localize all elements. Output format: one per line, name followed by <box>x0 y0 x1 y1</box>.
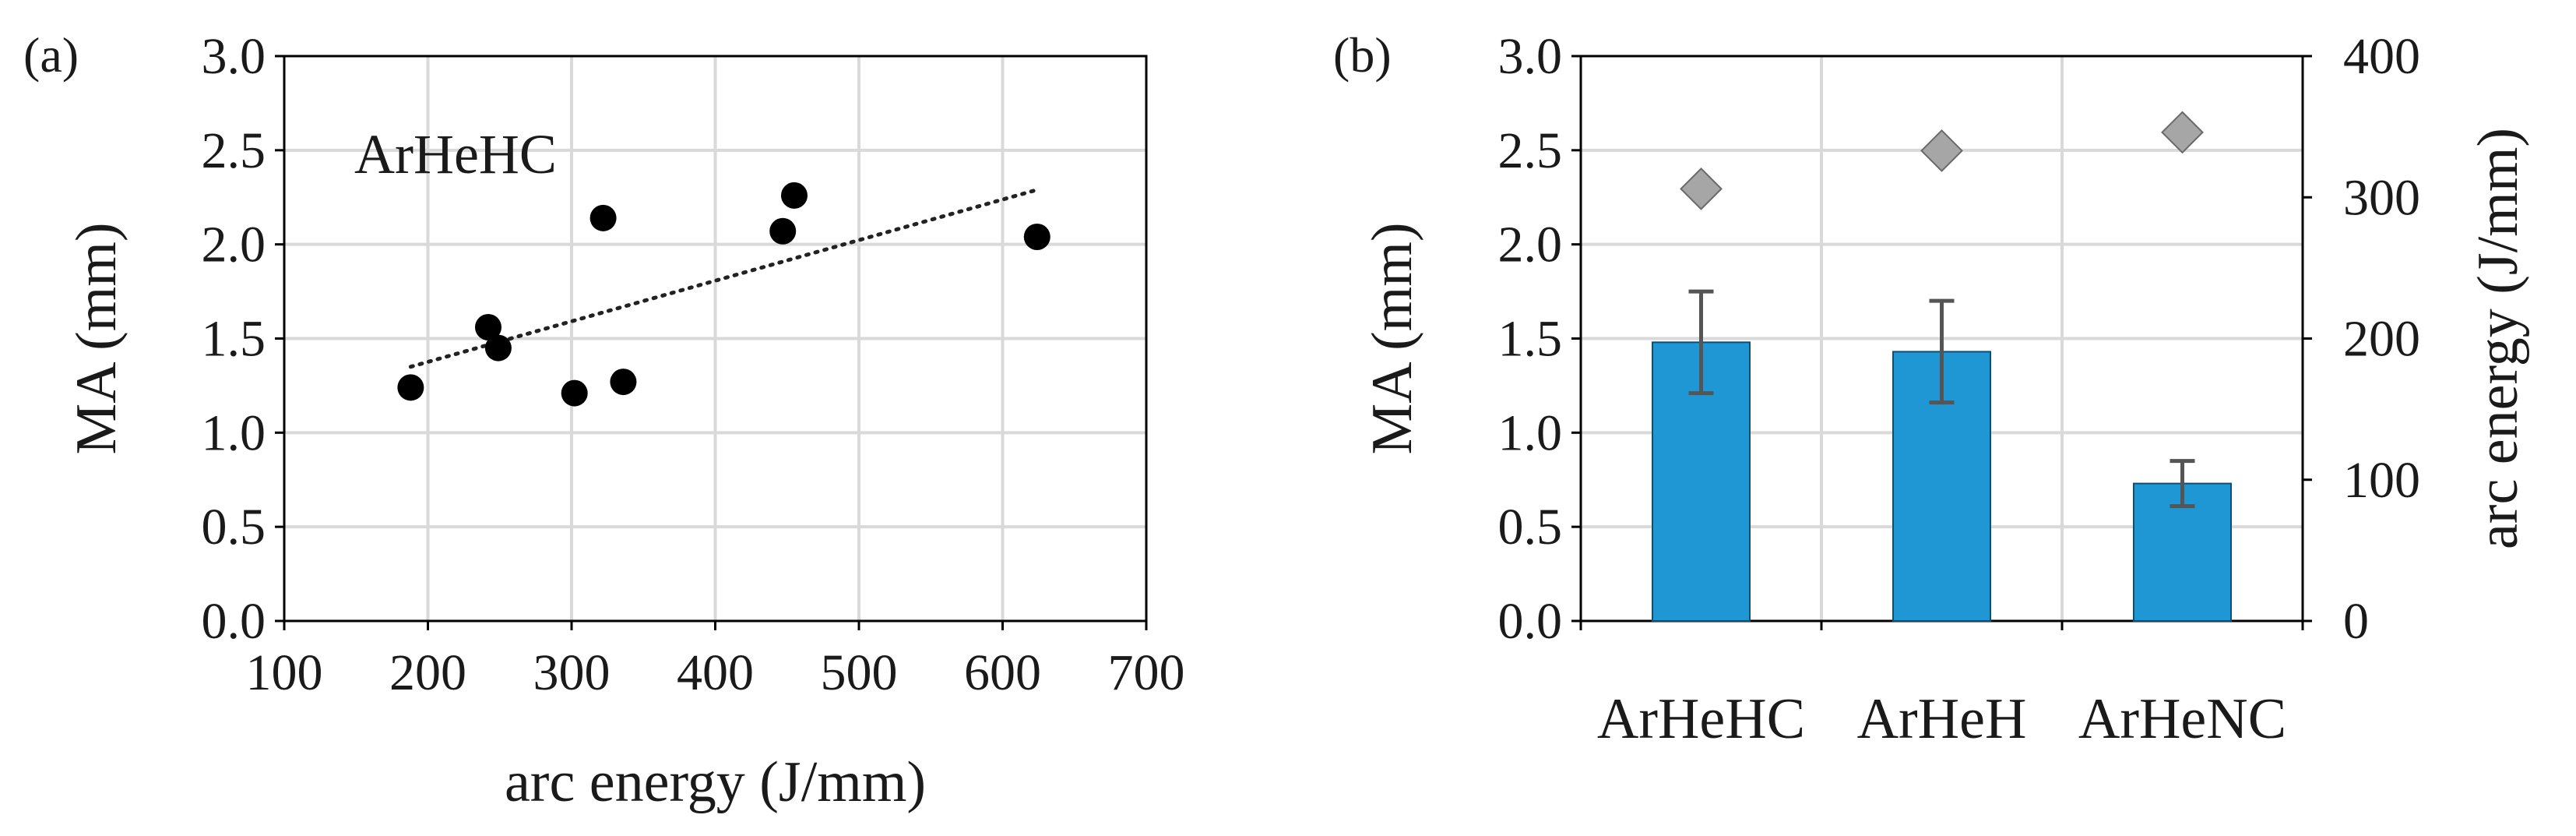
x-tick-label: 200 <box>389 644 466 701</box>
y-right-tick-label: 300 <box>2343 169 2420 226</box>
y-right-tick-label: 200 <box>2343 311 2420 368</box>
x-tick-label: 600 <box>964 644 1041 701</box>
arc-energy-marker <box>1920 129 1963 172</box>
panel-a-points <box>397 182 1050 407</box>
arc-energy-marker <box>2161 111 2204 154</box>
panel-a-y-axis-label: MA (mm) <box>65 222 128 454</box>
y-tick-label: 2.0 <box>202 217 266 273</box>
data-point <box>769 217 797 245</box>
x-tick-label: 300 <box>533 644 611 701</box>
panel-b-y-axis-label-right: arc energy (J/mm) <box>2466 128 2530 549</box>
data-point <box>561 379 588 407</box>
trendline <box>408 188 1040 369</box>
panel-b-y-axis-label-left: MA (mm) <box>1360 222 1424 454</box>
x-tick-label: 700 <box>1108 644 1185 701</box>
category-label: ArHeNC <box>2078 687 2286 751</box>
panel-a-x-axis-label: arc energy (J/mm) <box>505 750 926 814</box>
panel-b-error-bars <box>1688 289 2195 509</box>
y-tick-label: 0.5 <box>202 499 266 556</box>
panel-a-grid <box>284 56 1146 621</box>
panel-b-category-labels: ArHeHC ArHeH ArHeNC <box>1579 621 2304 751</box>
panel-a-y-ticks: 0.0 0.5 1.0 1.5 2.0 2.5 3.0 <box>202 28 284 650</box>
y-right-tick-label: 0 <box>2343 593 2369 650</box>
arc-energy-marker <box>1680 167 1723 210</box>
x-tick-label: 100 <box>246 644 323 701</box>
panel-b-label: (b) <box>1333 27 1392 83</box>
y-tick-label: 1.0 <box>202 404 266 461</box>
data-point <box>780 182 808 209</box>
y-tick-label: 3.0 <box>202 28 266 85</box>
panel-b-y-ticks-right: 0 100 200 300 400 <box>2303 28 2420 650</box>
data-point <box>1023 224 1050 250</box>
panel-a-x-ticks: 100 200 300 400 500 600 700 <box>246 621 1185 701</box>
y-tick-label: 0.0 <box>202 593 266 650</box>
panel-b-bar: (b) 0.00.51.01.52.02.53.0 0100200300400 … <box>1333 27 2530 751</box>
panel-b-arc-energy-markers <box>1680 111 2204 210</box>
data-point <box>484 334 512 362</box>
panel-b-y-ticks-left: 0.0 0.5 1.0 1.5 2.0 2.5 3.0 <box>1498 28 1581 650</box>
y-tick-label: 2.5 <box>202 122 266 179</box>
data-point <box>474 314 501 340</box>
y-tick-label: 2.5 <box>1498 122 1563 179</box>
category-label: ArHeHC <box>1597 687 1805 751</box>
panel-a-label: (a) <box>23 27 79 83</box>
y-tick-label: 1.5 <box>1498 311 1563 368</box>
y-tick-label: 0.0 <box>1498 593 1563 650</box>
y-right-tick-label: 400 <box>2343 28 2420 85</box>
x-tick-label: 500 <box>821 644 898 701</box>
category-label: ArHeH <box>1857 687 2027 751</box>
y-right-tick-label: 100 <box>2343 452 2420 509</box>
y-tick-label: 3.0 <box>1498 28 1563 85</box>
y-tick-label: 1.5 <box>202 311 266 368</box>
y-tick-label: 1.0 <box>1498 404 1563 461</box>
panel-a-scatter: (a) 100 200 300 400 500 600 700 0.0 0.5 1.0 1.5 2.… <box>23 27 1185 814</box>
y-tick-label: 0.5 <box>1498 499 1563 556</box>
series-annotation: ArHeHC <box>354 123 557 185</box>
x-tick-label: 400 <box>677 644 754 701</box>
bar <box>2133 482 2232 622</box>
data-point <box>610 369 637 396</box>
data-point <box>589 204 617 231</box>
data-point <box>397 374 424 401</box>
y-tick-label: 2.0 <box>1498 217 1563 273</box>
